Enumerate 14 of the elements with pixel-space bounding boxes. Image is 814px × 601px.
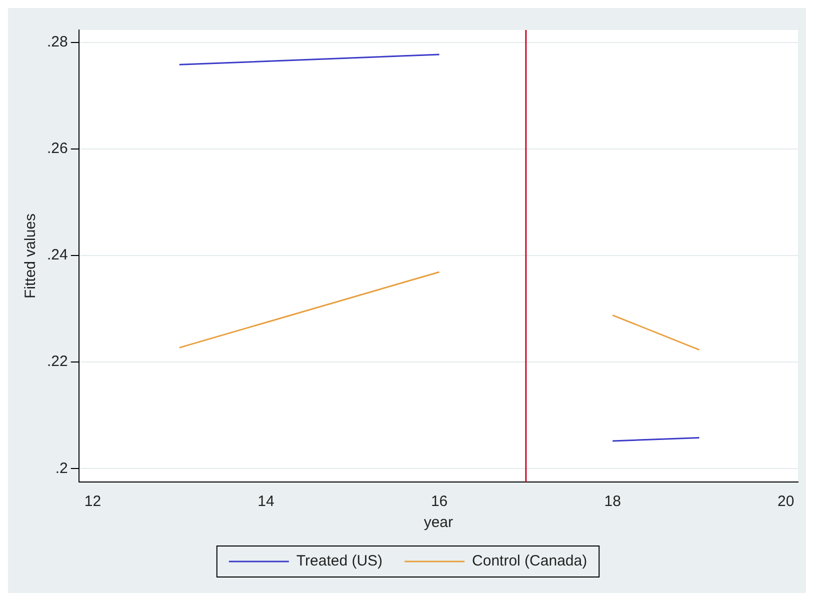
x-tick-label: 14 [258, 493, 274, 510]
legend-label: Treated (US) [296, 552, 383, 570]
y-tick-label: .2 [55, 460, 68, 477]
y-tick-label: .22 [46, 353, 68, 370]
y-tick-label: .24 [46, 246, 68, 264]
x-tick-label: 16 [430, 493, 448, 510]
x-tick-label: 20 [778, 493, 794, 510]
y-tick-label: .26 [46, 140, 68, 158]
y-axis-title: Fitted values [22, 213, 40, 299]
x-tick-label: 18 [604, 493, 621, 510]
x-tick-label: 12 [84, 493, 102, 510]
x-axis-title: year [424, 514, 454, 532]
legend-label: Control (Canada) [472, 552, 588, 570]
y-tick-label: .28 [46, 33, 68, 50]
